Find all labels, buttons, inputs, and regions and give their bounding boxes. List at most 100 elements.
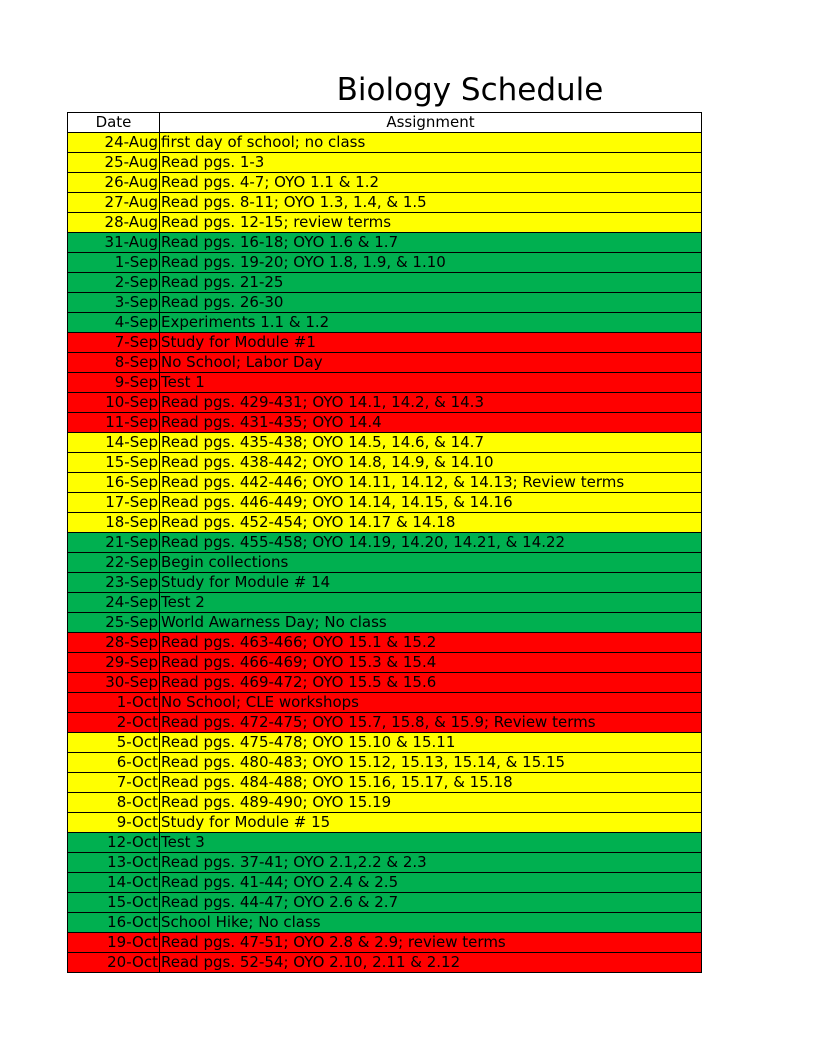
date-cell: 6-Oct	[67, 752, 160, 773]
assignment-cell: Read pgs. 472-475; OYO 15.7, 15.8, & 15.…	[159, 712, 702, 733]
assignment-cell: Read pgs. 435-438; OYO 14.5, 14.6, & 14.…	[159, 432, 702, 453]
assignment-cell: No School; Labor Day	[159, 352, 702, 373]
assignment-cell: Read pgs. 19-20; OYO 1.8, 1.9, & 1.10	[159, 252, 702, 273]
assignment-cell: Read pgs. 1-3	[159, 152, 702, 173]
table-row: 15-Sep Read pgs. 438-442; OYO 14.8, 14.9,…	[67, 452, 702, 473]
schedule-body: 24-Aug first day of school; no class 25-Au…	[67, 132, 702, 973]
date-header: Date	[67, 112, 160, 133]
assignment-cell: Read pgs. 446-449; OYO 14.14, 14.15, & 1…	[159, 492, 702, 513]
assignment-cell: Read pgs. 438-442; OYO 14.8, 14.9, & 14.…	[159, 452, 702, 473]
date-cell: 30-Sep	[67, 672, 160, 693]
table-row: 24-Aug first day of school; no class	[67, 132, 702, 153]
table-row: 31-Aug Read pgs. 16-18; OYO 1.6 & 1.7	[67, 232, 702, 253]
assignment-cell: Read pgs. 452-454; OYO 14.17 & 14.18	[159, 512, 702, 533]
page-title: Biology Schedule	[336, 72, 604, 108]
date-cell: 29-Sep	[67, 652, 160, 673]
table-row: 18-Sep Read pgs. 452-454; OYO 14.17 & 14.…	[67, 512, 702, 533]
assignment-cell: Read pgs. 442-446; OYO 14.11, 14.12, & 1…	[159, 472, 702, 493]
assignment-cell: Study for Module #1	[159, 332, 702, 353]
assignment-cell: Read pgs. 480-483; OYO 15.12, 15.13, 15.…	[159, 752, 702, 773]
assignment-cell: Read pgs. 47-51; OYO 2.8 & 2.9; review t…	[159, 932, 702, 953]
date-cell: 1-Oct	[67, 692, 160, 713]
assignment-cell: Test 1	[159, 372, 702, 393]
assignment-cell: Read pgs. 469-472; OYO 15.5 & 15.6	[159, 672, 702, 693]
table-row: 6-Oct Read pgs. 480-483; OYO 15.12, 15.13…	[67, 752, 702, 773]
assignment-cell: Experiments 1.1 & 1.2	[159, 312, 702, 333]
table-row: 7-Oct Read pgs. 484-488; OYO 15.16, 15.17…	[67, 772, 702, 793]
date-cell: 18-Sep	[67, 512, 160, 533]
assignment-cell: Begin collections	[159, 552, 702, 573]
assignment-cell: Read pgs. 37-41; OYO 2.1,2.2 & 2.3	[159, 852, 702, 873]
table-row: 22-Sep Begin collections	[67, 552, 702, 573]
date-cell: 26-Aug	[67, 172, 160, 193]
assignment-cell: Read pgs. 21-25	[159, 272, 702, 293]
assignment-cell: Read pgs. 12-15; review terms	[159, 212, 702, 233]
table-row: 15-Oct Read pgs. 44-47; OYO 2.6 & 2.7	[67, 892, 702, 913]
date-cell: 7-Sep	[67, 332, 160, 353]
date-cell: 4-Sep	[67, 312, 160, 333]
date-cell: 11-Sep	[67, 412, 160, 433]
table-row: 8-Oct Read pgs. 489-490; OYO 15.19	[67, 792, 702, 813]
table-row: 14-Oct Read pgs. 41-44; OYO 2.4 & 2.5	[67, 872, 702, 893]
date-cell: 5-Oct	[67, 732, 160, 753]
table-row: 14-Sep Read pgs. 435-438; OYO 14.5, 14.6,…	[67, 432, 702, 453]
table-row: 4-Sep Experiments 1.1 & 1.2	[67, 312, 702, 333]
assignment-cell: Test 3	[159, 832, 702, 853]
date-cell: 24-Sep	[67, 592, 160, 613]
date-cell: 15-Oct	[67, 892, 160, 913]
table-row: 12-Oct Test 3	[67, 832, 702, 853]
date-cell: 17-Sep	[67, 492, 160, 513]
date-cell: 31-Aug	[67, 232, 160, 253]
date-cell: 14-Sep	[67, 432, 160, 453]
date-cell: 28-Sep	[67, 632, 160, 653]
assignment-cell: Read pgs. 4-7; OYO 1.1 & 1.2	[159, 172, 702, 193]
date-cell: 16-Oct	[67, 912, 160, 933]
date-cell: 3-Sep	[67, 292, 160, 313]
date-cell: 10-Sep	[67, 392, 160, 413]
table-row: 28-Aug Read pgs. 12-15; review terms	[67, 212, 702, 233]
table-row: 16-Sep Read pgs. 442-446; OYO 14.11, 14.1…	[67, 472, 702, 493]
date-cell: 8-Oct	[67, 792, 160, 813]
date-cell: 7-Oct	[67, 772, 160, 793]
table-row: 20-Oct Read pgs. 52-54; OYO 2.10, 2.11 & …	[67, 952, 702, 973]
assignment-cell: Test 2	[159, 592, 702, 613]
date-cell: 21-Sep	[67, 532, 160, 553]
date-cell: 19-Oct	[67, 932, 160, 953]
assignment-cell: Read pgs. 466-469; OYO 15.3 & 15.4	[159, 652, 702, 673]
assignment-cell: Read pgs. 8-11; OYO 1.3, 1.4, & 1.5	[159, 192, 702, 213]
table-row: 1-Oct No School; CLE workshops	[67, 692, 702, 713]
assignment-cell: Read pgs. 431-435; OYO 14.4	[159, 412, 702, 433]
table-row: 2-Oct Read pgs. 472-475; OYO 15.7, 15.8, …	[67, 712, 702, 733]
date-cell: 28-Aug	[67, 212, 160, 233]
date-cell: 22-Sep	[67, 552, 160, 573]
table-row: 24-Sep Test 2	[67, 592, 702, 613]
assignment-cell: Read pgs. 463-466; OYO 15.1 & 15.2	[159, 632, 702, 653]
assignment-cell: Read pgs. 429-431; OYO 14.1, 14.2, & 14.…	[159, 392, 702, 413]
table-row: 8-Sep No School; Labor Day	[67, 352, 702, 373]
assignment-cell: No School; CLE workshops	[159, 692, 702, 713]
table-row: 10-Sep Read pgs. 429-431; OYO 14.1, 14.2,…	[67, 392, 702, 413]
assignment-cell: School Hike; No class	[159, 912, 702, 933]
date-cell: 2-Oct	[67, 712, 160, 733]
date-cell: 25-Aug	[67, 152, 160, 173]
date-cell: 2-Sep	[67, 272, 160, 293]
schedule-table: Date Assignment 24-Aug first day of schoo…	[67, 112, 702, 973]
assignment-cell: Read pgs. 484-488; OYO 15.16, 15.17, & 1…	[159, 772, 702, 793]
date-cell: 25-Sep	[67, 612, 160, 633]
date-cell: 23-Sep	[67, 572, 160, 593]
date-cell: 13-Oct	[67, 852, 160, 873]
date-cell: 15-Sep	[67, 452, 160, 473]
table-row: 17-Sep Read pgs. 446-449; OYO 14.14, 14.1…	[67, 492, 702, 513]
assignment-cell: Read pgs. 26-30	[159, 292, 702, 313]
table-row: 11-Sep Read pgs. 431-435; OYO 14.4	[67, 412, 702, 433]
assignment-cell: Read pgs. 489-490; OYO 15.19	[159, 792, 702, 813]
table-row: 27-Aug Read pgs. 8-11; OYO 1.3, 1.4, & 1.…	[67, 192, 702, 213]
assignment-cell: Read pgs. 52-54; OYO 2.10, 2.11 & 2.12	[159, 952, 702, 973]
date-cell: 12-Oct	[67, 832, 160, 853]
assignment-cell: first day of school; no class	[159, 132, 702, 153]
date-cell: 20-Oct	[67, 952, 160, 973]
assignment-cell: Read pgs. 16-18; OYO 1.6 & 1.7	[159, 232, 702, 253]
date-cell: 9-Sep	[67, 372, 160, 393]
table-row: 25-Aug Read pgs. 1-3	[67, 152, 702, 173]
date-cell: 16-Sep	[67, 472, 160, 493]
